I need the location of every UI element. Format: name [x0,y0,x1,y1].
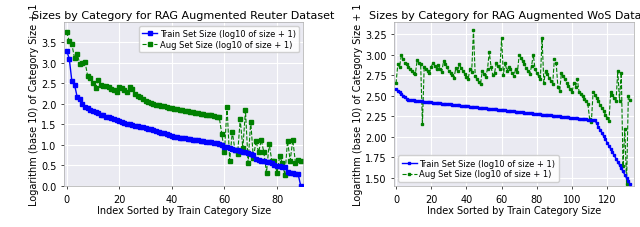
X-axis label: Index Sorted by Train Category Size: Index Sorted by Train Category Size [427,205,601,215]
Train Set Size (log10 of size + 1) [611,154,618,157]
Aug Set Size (log10 of size + 1) [484,68,492,71]
Aug Set Size (log10 of size + 1) [281,174,289,176]
Aug Set Size (log10 of size + 1) [614,70,621,73]
Train Set Size (log10 of size + 1) [451,104,458,107]
Legend: Train Set Size (log10 of size + 1), Aug Set Size (log10 of size + 1): Train Set Size (log10 of size + 1), Aug … [399,156,559,182]
Line: Aug Set Size (log10 of size + 1): Aug Set Size (log10 of size + 1) [395,30,632,186]
Train Set Size (log10 of size + 1) [627,183,634,186]
Train Set Size (log10 of size + 1) [482,108,490,110]
Aug Set Size (log10 of size + 1) [404,66,412,69]
Y-axis label: Logarithm (base 10) of Category Size + 1: Logarithm (base 10) of Category Size + 1 [29,4,40,205]
Train Set Size (log10 of size + 1) [444,103,451,106]
Aug Set Size (log10 of size + 1) [94,79,102,82]
Train Set Size (log10 of size + 1) [297,184,305,187]
Train Set Size (log10 of size + 1) [134,125,141,128]
X-axis label: Index Sorted by Train Category Size: Index Sorted by Train Category Size [97,205,271,215]
Train Set Size (log10 of size + 1) [226,147,234,150]
Aug Set Size (log10 of size + 1) [289,139,297,142]
Train Set Size (log10 of size + 1) [262,161,270,163]
Aug Set Size (log10 of size + 1) [627,99,634,102]
Train Set Size (log10 of size + 1) [404,99,412,102]
Aug Set Size (log10 of size + 1) [297,160,305,163]
Train Set Size (log10 of size + 1) [612,158,620,160]
Aug Set Size (log10 of size + 1) [451,77,458,80]
Title: Sizes by Category for RAG Augmented Reuter Dataset: Sizes by Category for RAG Augmented Reut… [33,11,335,20]
Aug Set Size (log10 of size + 1) [444,66,451,69]
Aug Set Size (log10 of size + 1) [392,83,400,85]
Line: Aug Set Size (log10 of size + 1): Aug Set Size (log10 of size + 1) [65,31,303,177]
Line: Train Set Size (log10 of size + 1): Train Set Size (log10 of size + 1) [395,88,632,186]
Aug Set Size (log10 of size + 1) [470,30,477,32]
Aug Set Size (log10 of size + 1) [623,183,630,186]
Train Set Size (log10 of size + 1) [257,159,265,162]
Train Set Size (log10 of size + 1) [392,88,400,91]
Train Set Size (log10 of size + 1) [63,50,70,53]
Aug Set Size (log10 of size + 1) [262,172,270,174]
Train Set Size (log10 of size + 1) [286,172,294,174]
Train Set Size (log10 of size + 1) [94,112,102,115]
Aug Set Size (log10 of size + 1) [257,139,265,142]
Aug Set Size (log10 of size + 1) [134,95,141,98]
Title: Sizes by Category for RAG Augmented WoS Dataset: Sizes by Category for RAG Augmented WoS … [369,11,640,20]
Aug Set Size (log10 of size + 1) [226,159,234,162]
Aug Set Size (log10 of size + 1) [63,32,70,34]
Y-axis label: Logarithm (base 10) of Category Size + 1: Logarithm (base 10) of Category Size + 1 [353,4,364,205]
Legend: Train Set Size (log10 of size + 1), Aug Set Size (log10 of size + 1): Train Set Size (log10 of size + 1), Aug … [139,27,299,53]
Aug Set Size (log10 of size + 1) [612,101,620,103]
Line: Train Set Size (log10 of size + 1): Train Set Size (log10 of size + 1) [65,49,303,188]
